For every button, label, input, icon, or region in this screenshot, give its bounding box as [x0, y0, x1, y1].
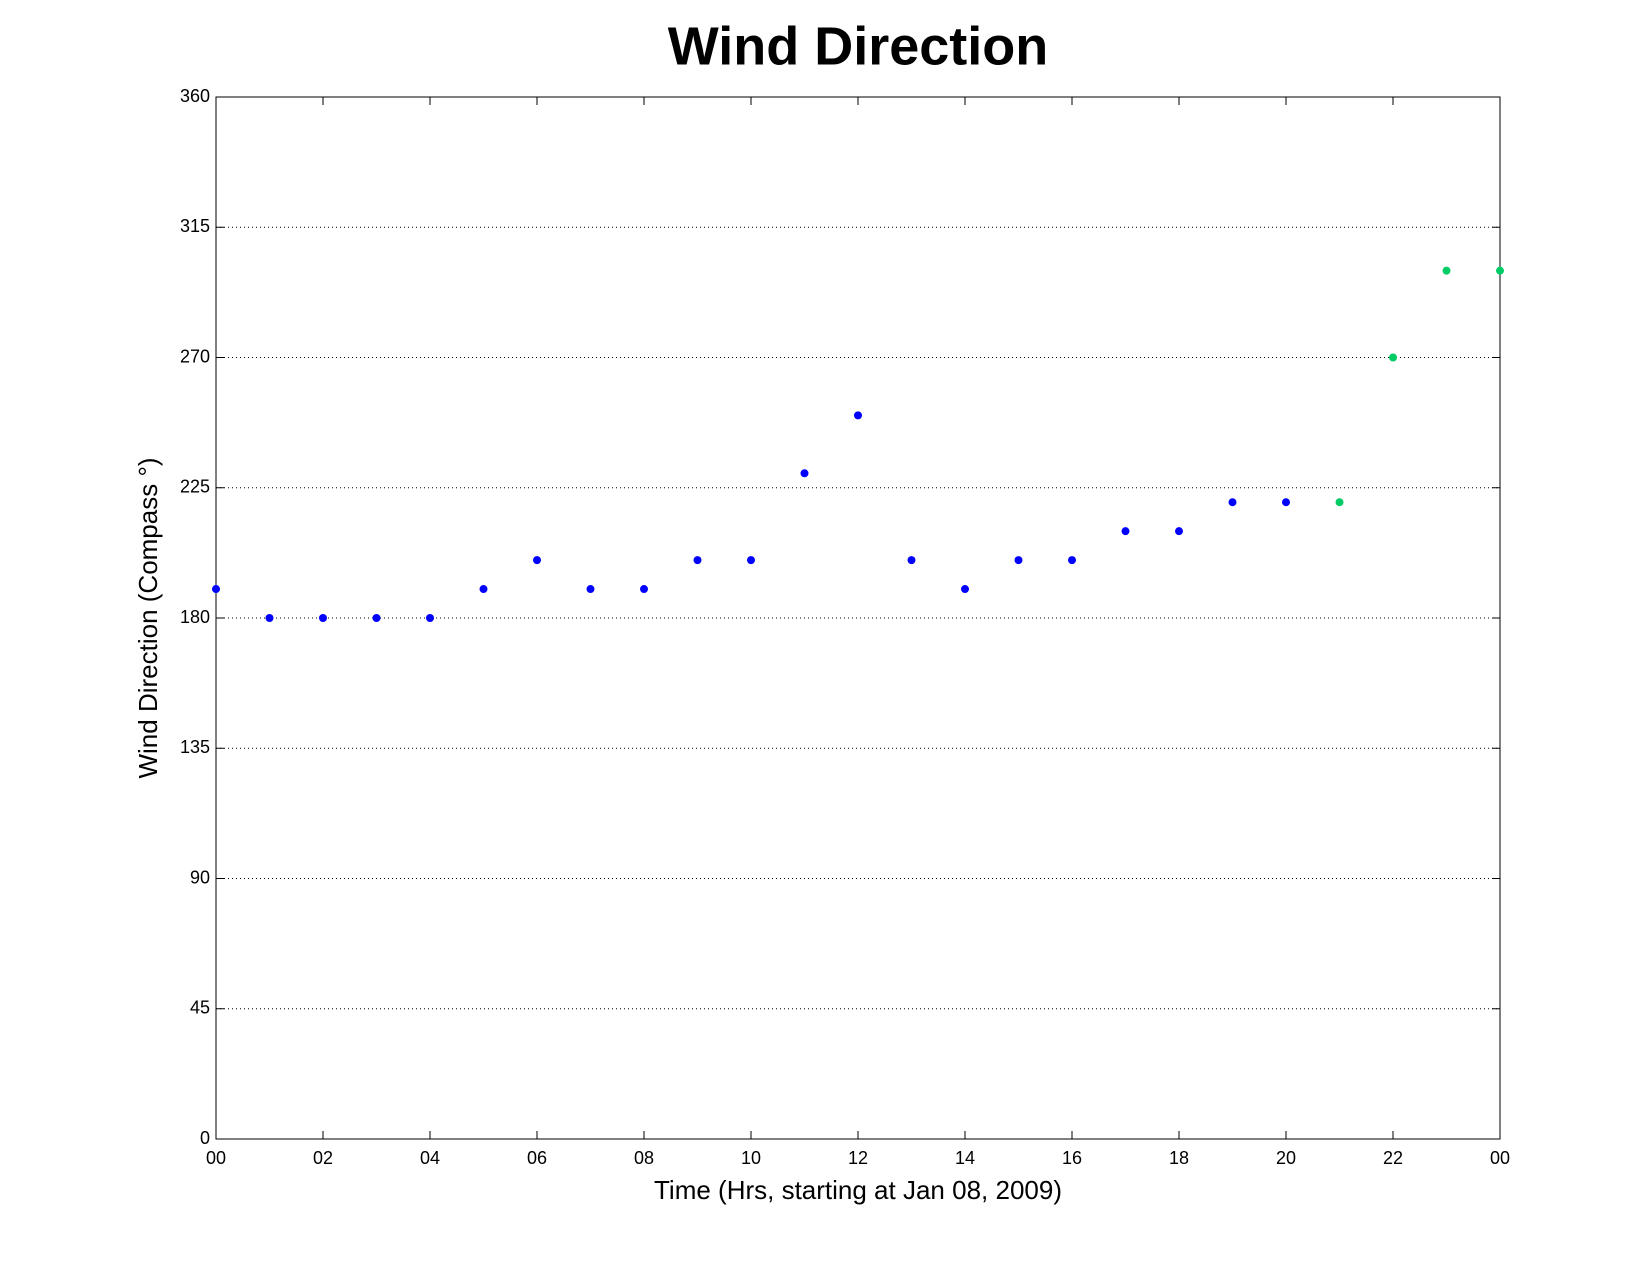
y-tick-label: 0: [200, 1128, 210, 1148]
x-tick-label: 10: [741, 1148, 761, 1168]
y-tick-label: 45: [190, 998, 210, 1018]
point: [1228, 498, 1237, 507]
point: [1282, 498, 1290, 507]
x-tick-label: 00: [1490, 1148, 1510, 1168]
point: [479, 585, 488, 594]
x-tick-label: 04: [420, 1148, 440, 1168]
point: [1014, 556, 1023, 565]
point: [854, 411, 862, 420]
y-tick-label: 135: [180, 737, 210, 757]
y-tick-label: 360: [180, 86, 210, 106]
point: [640, 585, 648, 594]
point: [265, 614, 274, 622]
point: [586, 585, 595, 594]
point: [426, 614, 434, 622]
point: [1335, 498, 1344, 507]
point: [1068, 556, 1076, 565]
point: [372, 614, 381, 622]
point: [800, 469, 809, 478]
y-tick-label: 225: [180, 477, 210, 497]
x-tick-label: 00: [206, 1148, 226, 1168]
x-axis-label: Time (Hrs, starting at Jan 08, 2009): [654, 1175, 1062, 1205]
point: [1175, 527, 1183, 536]
x-tick-label: 02: [313, 1148, 333, 1168]
point: [1442, 266, 1451, 275]
x-tick-label: 16: [1062, 1148, 1082, 1168]
point: [533, 556, 541, 565]
x-tick-label: 14: [955, 1148, 975, 1168]
x-tick-label: 08: [634, 1148, 654, 1168]
y-tick-label: 180: [180, 607, 210, 627]
point: [961, 585, 969, 594]
point: [1496, 266, 1504, 275]
y-tick-label: 270: [180, 346, 210, 366]
point: [1121, 527, 1130, 536]
y-axis-label: Wind Direction (Compass °): [133, 457, 163, 778]
x-tick-label: 12: [848, 1148, 868, 1168]
point: [907, 556, 916, 565]
chart-title: Wind Direction: [668, 16, 1049, 76]
point: [747, 556, 755, 565]
x-tick-label: 06: [527, 1148, 547, 1168]
point: [693, 556, 702, 565]
y-tick-label: 90: [190, 867, 210, 887]
point: [212, 585, 220, 594]
y-tick-label: 315: [180, 216, 210, 236]
point: [1389, 353, 1397, 362]
x-tick-label: 20: [1276, 1148, 1296, 1168]
point: [319, 614, 327, 622]
x-tick-label: 22: [1383, 1148, 1403, 1168]
x-tick-label: 18: [1169, 1148, 1189, 1168]
